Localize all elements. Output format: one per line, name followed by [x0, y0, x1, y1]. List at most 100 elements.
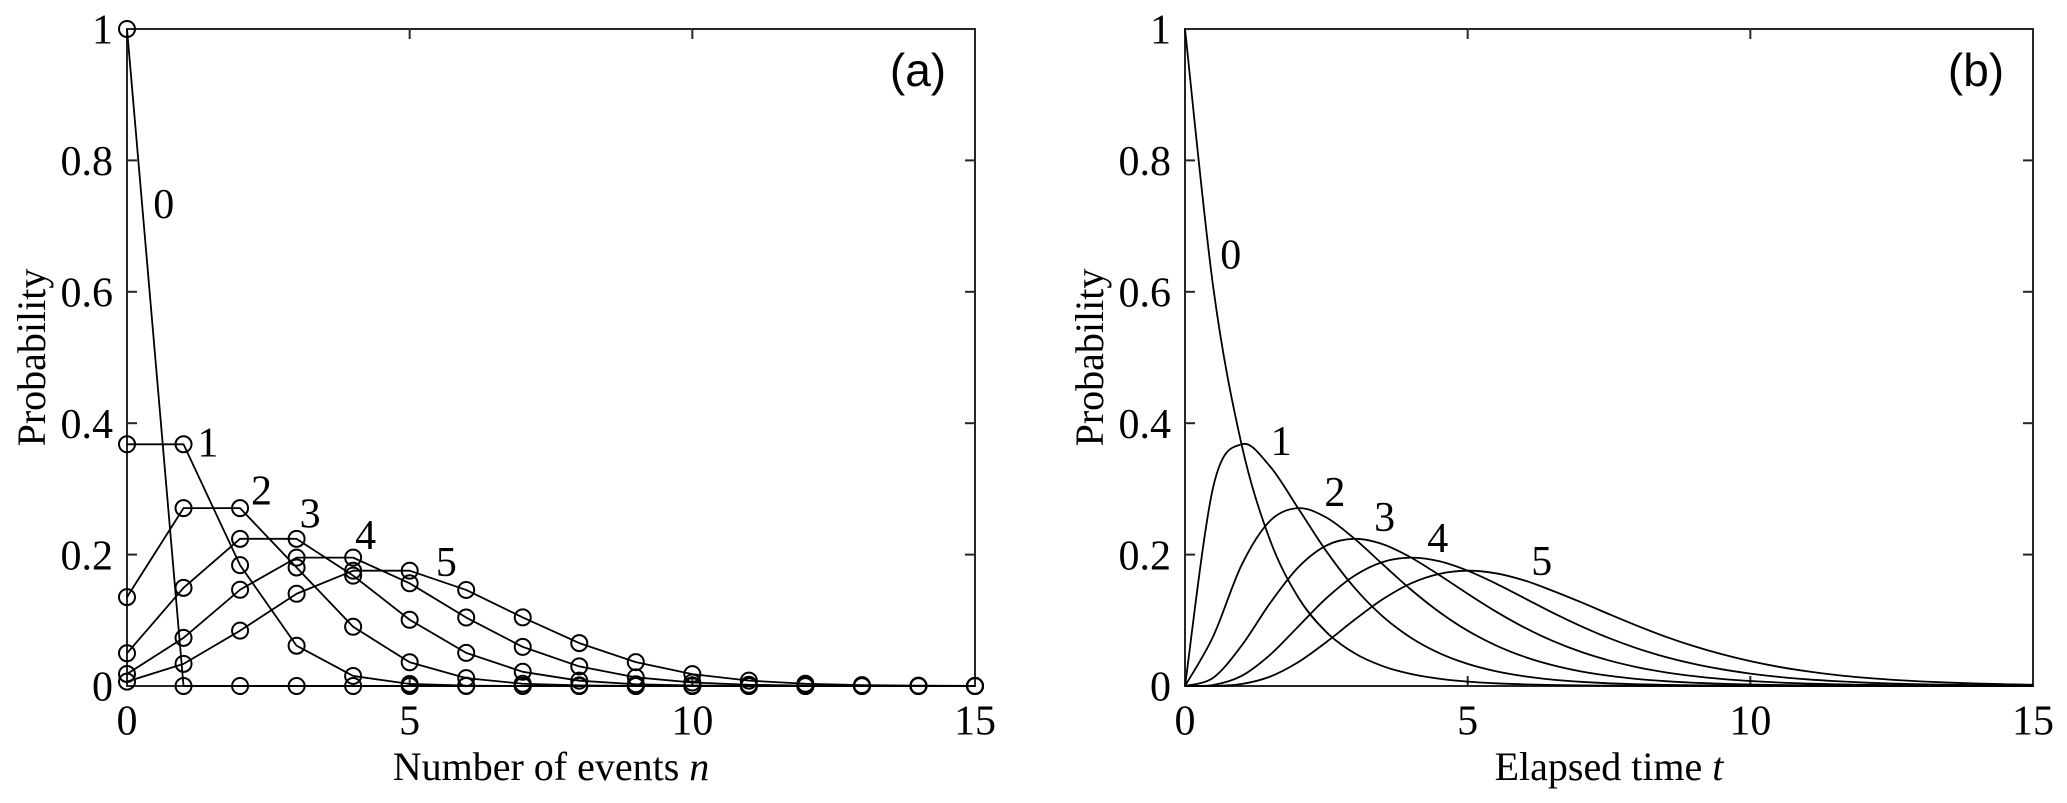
data-point-marker [118, 672, 136, 691]
x-tick-label: 0 [117, 699, 138, 745]
data-point-marker [513, 674, 532, 693]
y-tick-label: 0.4 [1119, 402, 1172, 448]
curve-label-b-1: 1 [1271, 419, 1292, 465]
panel-label-b: (b) [1948, 44, 2004, 96]
data-point-marker [966, 676, 984, 695]
y-tick-label: 1 [92, 8, 113, 54]
series-line-a-2 [126, 507, 975, 687]
curve-label-b-5: 5 [1531, 539, 1552, 585]
data-point-marker [174, 578, 193, 597]
series-line-b-4 [1184, 556, 2034, 687]
data-point-marker [457, 608, 476, 627]
data-point-marker [457, 669, 476, 688]
data-point-marker [344, 548, 363, 567]
curve-label-a-3: 3 [300, 491, 321, 537]
series-line-b-5 [1184, 569, 2034, 687]
data-point-marker [570, 676, 589, 695]
x-tick-label: 5 [1457, 699, 1478, 745]
data-point-marker [457, 676, 476, 695]
x-tick-label: 5 [399, 699, 420, 745]
data-point-marker [739, 675, 758, 694]
data-point-marker [287, 584, 306, 603]
data-point-marker [457, 643, 476, 662]
data-point-marker [400, 653, 419, 672]
curve-label-b-3: 3 [1374, 495, 1395, 541]
data-point-marker [344, 566, 363, 585]
data-point-marker [570, 671, 589, 690]
x-tick-label: 10 [1729, 699, 1771, 745]
data-point-marker [118, 588, 136, 607]
data-point-marker [513, 662, 532, 681]
series-line-a-0 [126, 28, 975, 687]
data-point-marker [231, 499, 250, 518]
data-point-marker [344, 561, 363, 580]
data-point-marker [174, 677, 193, 695]
data-point-marker [570, 634, 589, 653]
series-line-b-0 [1184, 28, 2033, 687]
curve-label-b-4: 4 [1427, 516, 1448, 562]
data-point-marker [118, 435, 136, 454]
x-axis-label-b: Elapsed time t [1495, 744, 1725, 789]
data-point-marker [739, 671, 758, 690]
data-point-marker [174, 435, 193, 454]
plot-box-a [126, 28, 976, 687]
data-point-marker [231, 556, 250, 575]
y-tick-label: 0.8 [61, 139, 114, 185]
series-line-a-3 [126, 537, 975, 687]
data-point-marker [174, 628, 193, 647]
data-point-marker [344, 677, 363, 695]
data-point-marker [118, 664, 136, 683]
y-tick-label: 0.2 [61, 533, 114, 579]
data-point-marker [344, 617, 363, 636]
x-tick-label: 10 [671, 699, 713, 745]
data-point-marker [400, 610, 419, 629]
data-point-marker [231, 677, 250, 695]
panel-label-a: (a) [890, 44, 946, 96]
y-tick-label: 0.6 [1119, 271, 1172, 317]
data-point-marker [626, 675, 645, 694]
curve-label-a-0: 0 [153, 182, 174, 228]
data-point-marker [400, 561, 419, 580]
y-axis-label-b: Probability [1067, 269, 1112, 447]
data-point-marker [287, 558, 306, 577]
data-point-marker [287, 529, 306, 548]
y-tick-label: 0.6 [61, 271, 114, 317]
data-point-marker [400, 574, 419, 593]
series-line-a-4 [126, 556, 976, 687]
curve-label-a-2: 2 [251, 468, 272, 514]
y-tick-label: 0.4 [61, 402, 114, 448]
plot-box-b [1184, 28, 2034, 687]
data-point-marker [174, 499, 193, 518]
y-tick-label: 0.2 [1119, 533, 1172, 579]
data-point-marker [513, 608, 532, 627]
data-point-marker [287, 636, 306, 655]
data-point-marker [909, 676, 928, 695]
data-point-marker [287, 677, 306, 695]
data-point-marker [118, 644, 136, 663]
data-point-marker [174, 654, 193, 673]
curve-label-a-4: 4 [355, 513, 376, 559]
curve-label-b-2: 2 [1324, 470, 1345, 516]
y-tick-label: 0.8 [1119, 139, 1172, 185]
curve-label-a-5: 5 [436, 540, 457, 586]
x-tick-label: 15 [954, 699, 996, 745]
data-point-marker [231, 621, 250, 640]
data-point-marker [118, 20, 136, 38]
x-tick-label: 15 [2012, 699, 2054, 745]
curve-label-a-1: 1 [197, 420, 218, 466]
series-line-b-3 [1184, 537, 2034, 687]
y-tick-label: 1 [1150, 8, 1171, 54]
curve-label-b-0: 0 [1220, 232, 1241, 278]
y-tick-label: 0 [92, 665, 113, 711]
data-point-marker [400, 674, 419, 693]
data-point-marker [287, 548, 306, 567]
data-point-marker [796, 674, 815, 693]
data-point-marker [457, 580, 476, 599]
series-line-a-5 [126, 569, 976, 687]
y-axis-label-a: Probability [9, 269, 54, 447]
data-point-marker [570, 657, 589, 676]
y-tick-label: 0 [1150, 665, 1171, 711]
data-point-marker [852, 676, 871, 695]
